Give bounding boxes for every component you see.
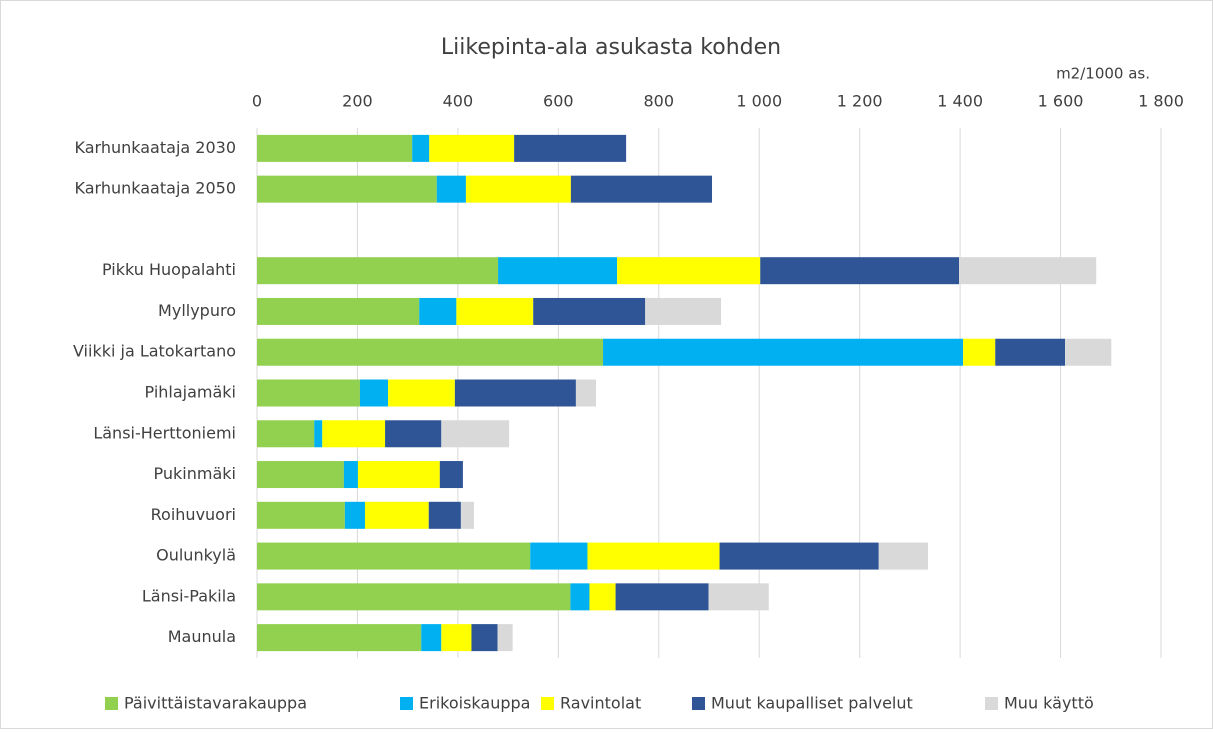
bar bbox=[357, 461, 440, 489]
bar bbox=[385, 420, 442, 448]
axis-unit: m2/1000 as. bbox=[1056, 65, 1150, 83]
x-tick-label: 1 800 bbox=[1138, 92, 1184, 111]
bar bbox=[359, 379, 389, 407]
y-tick-label: Oulunkylä bbox=[156, 546, 236, 565]
legend-label: Erikoiskauppa bbox=[419, 694, 530, 713]
y-tick-label: Maunula bbox=[168, 627, 236, 646]
x-tick-label: 1 000 bbox=[736, 92, 782, 111]
legend-label: Muu käyttö bbox=[1004, 694, 1094, 713]
x-tick-label: 1 600 bbox=[1038, 92, 1084, 111]
legend-swatch bbox=[985, 697, 998, 710]
x-tick-label: 0 bbox=[252, 92, 262, 111]
bar bbox=[603, 338, 964, 366]
bar bbox=[570, 175, 713, 203]
bar bbox=[530, 542, 588, 570]
legend-swatch bbox=[541, 697, 554, 710]
bar bbox=[959, 257, 1097, 285]
y-tick-label: Pikku Huopalahti bbox=[102, 260, 236, 279]
legend-swatch bbox=[105, 697, 118, 710]
y-tick-label: Länsi-Pakila bbox=[142, 586, 236, 605]
y-tick-label: Karhunkaataja 2050 bbox=[75, 179, 236, 198]
bar bbox=[570, 583, 590, 611]
x-tick-label: 600 bbox=[543, 92, 574, 111]
y-tick-label: Pukinmäki bbox=[154, 464, 236, 483]
bar bbox=[364, 501, 429, 529]
bar bbox=[497, 624, 513, 652]
bar bbox=[708, 583, 769, 611]
bar bbox=[257, 583, 571, 611]
bar bbox=[645, 297, 722, 325]
bar bbox=[719, 542, 879, 570]
bar bbox=[760, 257, 960, 285]
x-tick-label: 1 400 bbox=[937, 92, 983, 111]
x-tick-label: 400 bbox=[443, 92, 474, 111]
bar bbox=[344, 501, 365, 529]
x-tick-label: 1 200 bbox=[837, 92, 883, 111]
bar bbox=[257, 379, 360, 407]
bar bbox=[533, 297, 646, 325]
y-tick-label: Länsi-Herttoniemi bbox=[93, 423, 236, 442]
bar bbox=[441, 420, 510, 448]
bar bbox=[589, 583, 616, 611]
bar bbox=[257, 542, 531, 570]
bar bbox=[454, 379, 576, 407]
bar bbox=[498, 257, 618, 285]
x-tick-label: 800 bbox=[644, 92, 675, 111]
bar bbox=[257, 297, 420, 325]
bar bbox=[575, 379, 596, 407]
bar bbox=[460, 501, 474, 529]
bar bbox=[419, 297, 457, 325]
chart-title: Liikepinta-ala asukasta kohden bbox=[441, 35, 781, 60]
bar bbox=[314, 420, 323, 448]
y-tick-label: Roihuvuori bbox=[151, 505, 236, 524]
bar bbox=[963, 338, 996, 366]
legend-label: Ravintolat bbox=[560, 694, 641, 713]
bar bbox=[257, 624, 422, 652]
bar bbox=[257, 175, 437, 203]
legend-swatch bbox=[692, 697, 705, 710]
y-tick-label: Pihlajamäki bbox=[145, 383, 236, 402]
bar bbox=[617, 257, 761, 285]
bar bbox=[439, 461, 463, 489]
bar bbox=[1065, 338, 1112, 366]
bar bbox=[429, 134, 515, 162]
bar bbox=[388, 379, 455, 407]
bar bbox=[615, 583, 709, 611]
bar bbox=[436, 175, 466, 203]
bar bbox=[257, 257, 499, 285]
bar bbox=[428, 501, 461, 529]
bar bbox=[257, 338, 604, 366]
bar bbox=[343, 461, 358, 489]
y-tick-label: Myllypuro bbox=[158, 301, 236, 320]
y-tick-label: Karhunkaataja 2030 bbox=[75, 138, 236, 157]
y-tick-label: Viikki ja Latokartano bbox=[73, 342, 236, 361]
bar bbox=[441, 624, 472, 652]
bar bbox=[471, 624, 498, 652]
x-tick-label: 200 bbox=[342, 92, 373, 111]
bar bbox=[514, 134, 627, 162]
bar bbox=[995, 338, 1066, 366]
legend-swatch bbox=[400, 697, 413, 710]
bar bbox=[465, 175, 571, 203]
bar bbox=[412, 134, 430, 162]
bar bbox=[257, 461, 344, 489]
bar bbox=[257, 420, 315, 448]
bar bbox=[257, 501, 345, 529]
bar bbox=[421, 624, 442, 652]
legend-label: Päivittäistavarakauppa bbox=[124, 694, 307, 713]
bar bbox=[257, 134, 413, 162]
bar bbox=[587, 542, 720, 570]
bar bbox=[322, 420, 386, 448]
bar bbox=[878, 542, 928, 570]
legend-label: Muut kaupalliset palvelut bbox=[711, 694, 913, 713]
bar bbox=[456, 297, 534, 325]
